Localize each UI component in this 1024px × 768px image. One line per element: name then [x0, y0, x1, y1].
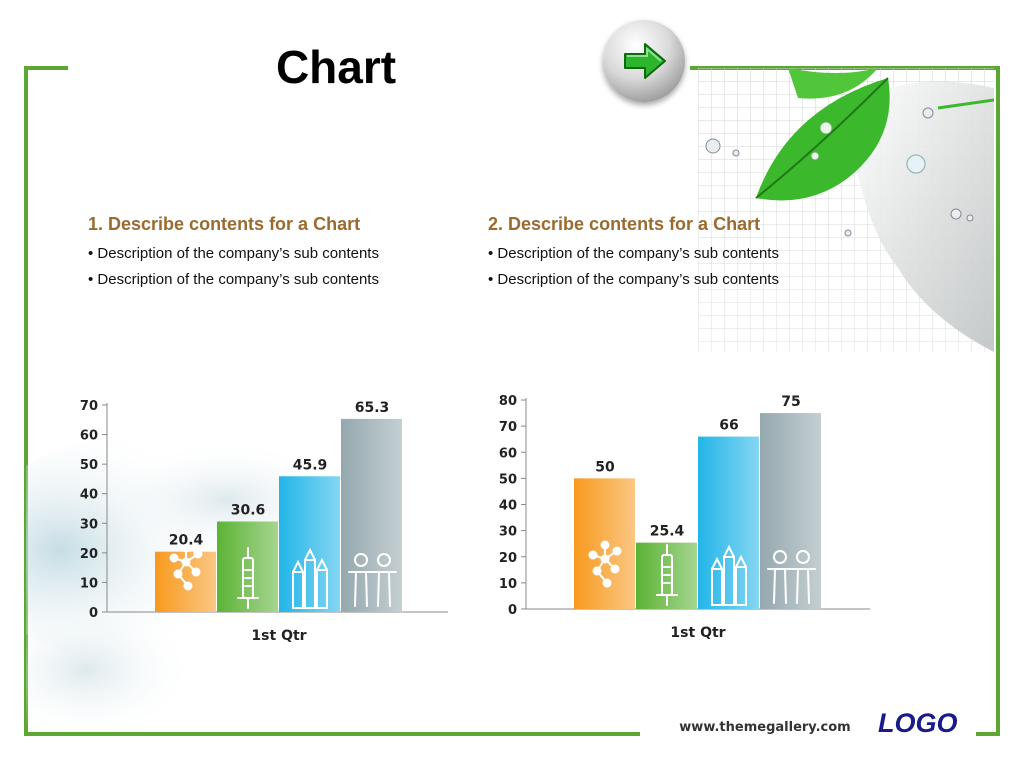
frame-right [996, 66, 1000, 736]
section-2: 2. Describe contents for a Chart • Descr… [488, 214, 858, 293]
bar-group [341, 418, 402, 612]
frame-bottom [24, 732, 640, 736]
bar-group [217, 521, 278, 612]
bar [217, 521, 278, 612]
bar [760, 413, 821, 609]
arrow-right-icon [624, 43, 666, 79]
next-slide-button[interactable] [603, 20, 685, 102]
y-tick-label: 70 [499, 420, 517, 435]
section-1: 1. Describe contents for a Chart • Descr… [88, 214, 458, 293]
y-tick-label: 20 [80, 547, 98, 562]
frame-top-left [24, 66, 68, 70]
section-1-bullet-1: • Description of the company’s sub conte… [88, 245, 379, 262]
bar-group [155, 543, 216, 612]
syringe-icon [237, 547, 259, 609]
bar-group [698, 436, 759, 609]
people-icon [767, 550, 816, 604]
y-tick-label: 30 [499, 525, 517, 540]
y-tick-label: 10 [499, 577, 517, 592]
bar-group [636, 542, 697, 609]
y-tick-label: 60 [499, 446, 517, 461]
footer-url[interactable]: www.themegallery.com [679, 720, 851, 735]
pencils-icon [292, 547, 328, 609]
section-1-heading: 1. Describe contents for a Chart [88, 214, 361, 234]
y-tick-label: 0 [508, 603, 517, 618]
x-category-label: 1st Qtr [251, 628, 306, 644]
bar-group [574, 478, 635, 609]
bar [341, 418, 402, 612]
data-label: 20.4 [169, 533, 204, 549]
data-label: 75 [781, 394, 800, 410]
section-2-heading: 2. Describe contents for a Chart [488, 214, 761, 234]
section-2-bullet-2: • Description of the company’s sub conte… [488, 271, 779, 288]
data-label: 45.9 [293, 457, 328, 473]
y-tick-label: 0 [89, 606, 98, 621]
y-tick-label: 10 [80, 576, 98, 591]
bar-chart-2: 0 10 20 30 40 50 60 70 80 50 25.4 66 75 1st Qtr [499, 394, 870, 641]
leaf-grid-decoration [698, 68, 994, 352]
people-icon [348, 553, 397, 607]
section-1-bullet-2: • Description of the company’s sub conte… [88, 271, 379, 288]
y-tick-label: 60 [80, 429, 98, 444]
logo: LOGO [878, 708, 958, 738]
bar-chart-1: 0 10 20 30 40 50 60 70 20.4 30.6 45.9 65.3 1st Qtr [80, 399, 448, 644]
molecule-icon [588, 540, 622, 588]
bar [698, 436, 759, 609]
x-category-label: 1st Qtr [670, 625, 725, 641]
frame-left [24, 66, 28, 736]
section-2-bullet-1: • Description of the company’s sub conte… [488, 245, 779, 262]
data-label: 50 [595, 459, 615, 475]
frame-bottom-right [976, 732, 1000, 736]
data-label: 30.6 [231, 503, 266, 519]
data-label: 25.4 [650, 524, 685, 540]
syringe-icon [656, 544, 678, 606]
data-label: 66 [719, 418, 738, 434]
data-label: 65.3 [355, 400, 390, 416]
y-tick-label: 20 [499, 551, 517, 566]
molecule-icon [169, 543, 203, 591]
y-tick-label: 50 [499, 472, 517, 487]
y-tick-label: 80 [499, 394, 517, 409]
pencils-icon [711, 544, 747, 606]
y-tick-label: 70 [80, 399, 98, 414]
y-tick-label: 50 [80, 458, 98, 473]
bar-group [760, 413, 821, 609]
y-tick-label: 40 [499, 499, 517, 514]
y-tick-label: 30 [80, 517, 98, 532]
page-title: Chart [275, 41, 397, 93]
y-tick-label: 40 [80, 488, 98, 503]
bar-group [279, 476, 340, 612]
bar [279, 476, 340, 612]
